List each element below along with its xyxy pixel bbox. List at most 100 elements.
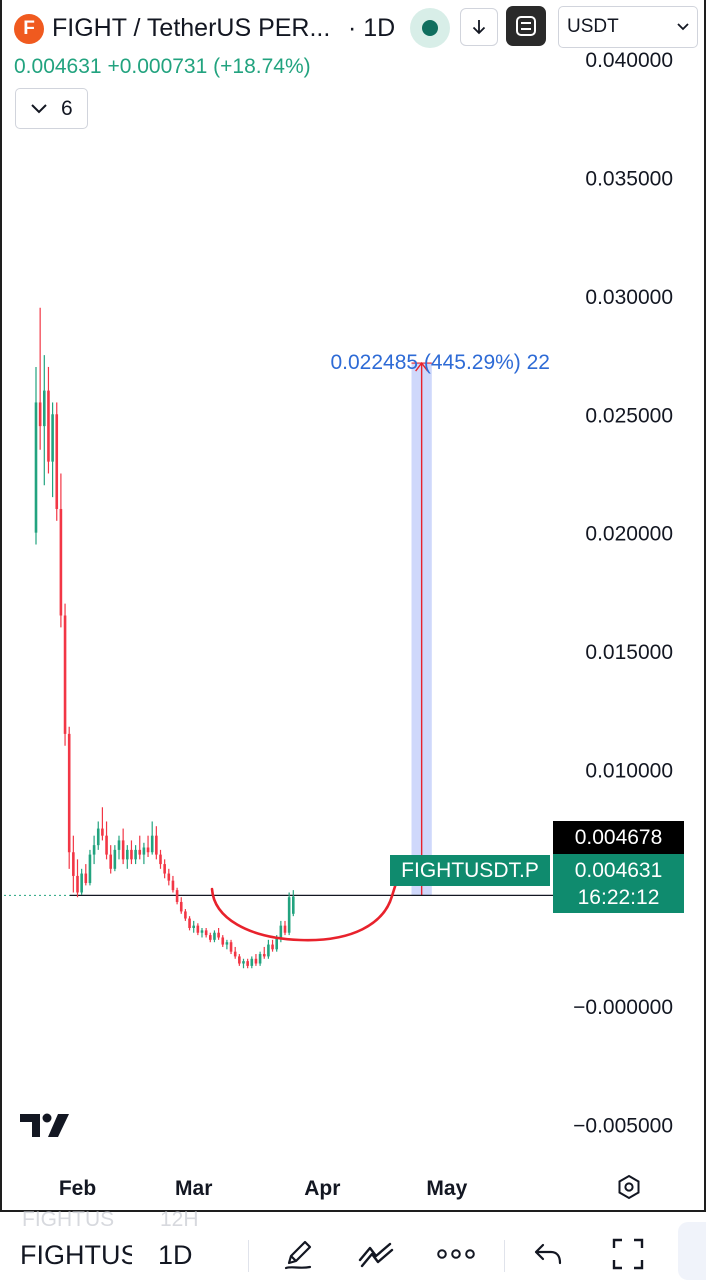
candle[interactable] xyxy=(105,821,108,860)
symbol-button[interactable]: FIGHTUSDT.P xyxy=(20,1240,132,1270)
candle[interactable] xyxy=(250,956,254,969)
candle[interactable] xyxy=(92,835,96,865)
candle-body xyxy=(76,875,79,893)
candle[interactable] xyxy=(59,473,63,628)
candle[interactable] xyxy=(146,835,150,857)
candle[interactable] xyxy=(196,923,200,936)
candle-body xyxy=(34,402,38,533)
indicators-toggle[interactable]: 6 xyxy=(15,88,88,129)
candle[interactable] xyxy=(43,355,46,486)
candle[interactable] xyxy=(117,835,121,860)
candle[interactable] xyxy=(55,402,59,521)
candles[interactable] xyxy=(34,307,295,969)
interval-label[interactable]: · 1D xyxy=(348,14,396,42)
candle[interactable] xyxy=(171,875,175,893)
candle[interactable] xyxy=(134,845,137,865)
time-axis[interactable]: Feb Mar Apr May xyxy=(59,1177,468,1200)
candle[interactable] xyxy=(34,366,38,545)
candle[interactable] xyxy=(238,954,241,966)
candle[interactable] xyxy=(109,845,112,874)
candle[interactable] xyxy=(242,958,245,969)
candle-body xyxy=(109,854,112,869)
undo-button[interactable] xyxy=(526,1232,570,1276)
candle[interactable] xyxy=(159,849,162,869)
price-axis-label: −0.005000 xyxy=(573,1114,673,1137)
candle[interactable] xyxy=(38,307,42,450)
candle[interactable] xyxy=(179,897,183,914)
price-range-tool[interactable] xyxy=(411,361,432,896)
indicators-count: 6 xyxy=(60,96,73,120)
toolbar-divider xyxy=(248,1240,249,1272)
candle[interactable] xyxy=(258,951,262,966)
candle[interactable] xyxy=(233,946,237,959)
candle[interactable] xyxy=(221,935,225,947)
more-button[interactable] xyxy=(434,1232,478,1276)
candle[interactable] xyxy=(287,892,291,936)
candle[interactable] xyxy=(271,939,274,952)
candle[interactable] xyxy=(188,916,191,931)
candle-body xyxy=(121,840,125,860)
candle-body xyxy=(113,849,117,869)
candle[interactable] xyxy=(80,868,83,895)
price-axis[interactable]: 0.040000 0.035000 0.030000 0.025000 0.020000… xyxy=(573,49,673,1137)
candle-body xyxy=(275,937,278,950)
time-axis-label: Mar xyxy=(175,1177,212,1200)
currency-select[interactable]: USDT xyxy=(558,6,698,48)
candle[interactable] xyxy=(246,958,249,969)
candle[interactable] xyxy=(225,939,229,950)
candle[interactable] xyxy=(88,849,92,886)
candle[interactable] xyxy=(213,930,216,943)
candle[interactable] xyxy=(47,366,50,474)
candle[interactable] xyxy=(200,928,204,938)
candle[interactable] xyxy=(150,821,154,855)
candle-body xyxy=(250,958,254,966)
candle[interactable] xyxy=(84,864,88,886)
candle[interactable] xyxy=(138,835,142,860)
candle[interactable] xyxy=(76,859,79,898)
candle[interactable] xyxy=(96,821,100,850)
candle[interactable] xyxy=(167,868,171,886)
candle[interactable] xyxy=(163,859,166,879)
candle[interactable] xyxy=(229,939,233,955)
candle[interactable] xyxy=(126,845,129,869)
candle[interactable] xyxy=(217,928,220,940)
candle[interactable] xyxy=(155,826,158,860)
pen-button[interactable] xyxy=(276,1232,320,1276)
candle[interactable] xyxy=(51,402,54,498)
candle-body xyxy=(279,925,283,938)
candle[interactable] xyxy=(101,807,104,841)
candle[interactable] xyxy=(262,946,266,959)
interval-button[interactable]: 1D xyxy=(158,1240,193,1270)
candle[interactable] xyxy=(204,928,208,938)
candle[interactable] xyxy=(67,726,71,869)
fullscreen-button[interactable] xyxy=(606,1232,650,1276)
arrow-down-icon xyxy=(472,20,486,35)
toolbar-overflow-edge[interactable] xyxy=(678,1222,706,1280)
tradingview-logo[interactable] xyxy=(20,1111,70,1139)
candle[interactable] xyxy=(292,890,295,917)
settings-icon[interactable] xyxy=(614,1172,644,1202)
candle-body xyxy=(105,835,108,855)
candle[interactable] xyxy=(267,939,270,959)
candle[interactable] xyxy=(72,835,75,893)
candle[interactable] xyxy=(113,845,117,872)
candle[interactable] xyxy=(130,840,133,865)
candle[interactable] xyxy=(254,954,258,966)
candle[interactable] xyxy=(142,842,146,865)
candle[interactable] xyxy=(192,920,195,933)
scroll-down-button[interactable] xyxy=(460,8,498,46)
candle[interactable] xyxy=(209,932,212,943)
price-axis-label: 0.020000 xyxy=(585,523,673,546)
drawing-tools-button[interactable] xyxy=(354,1232,398,1276)
price-chart[interactable]: 0.040000 0.035000 0.030000 0.025000 0.020000… xyxy=(0,0,706,1212)
candle[interactable] xyxy=(184,909,187,921)
market-status-indicator[interactable] xyxy=(410,8,450,48)
candle[interactable] xyxy=(175,887,179,905)
candle[interactable] xyxy=(283,920,287,936)
replay-button[interactable] xyxy=(506,6,546,46)
pen-icon xyxy=(284,1240,312,1270)
candle[interactable] xyxy=(63,603,67,746)
candle[interactable] xyxy=(121,828,125,865)
candle-body xyxy=(84,873,88,884)
symbol-title[interactable]: FIGHT / TetherUS PER... xyxy=(52,14,331,42)
